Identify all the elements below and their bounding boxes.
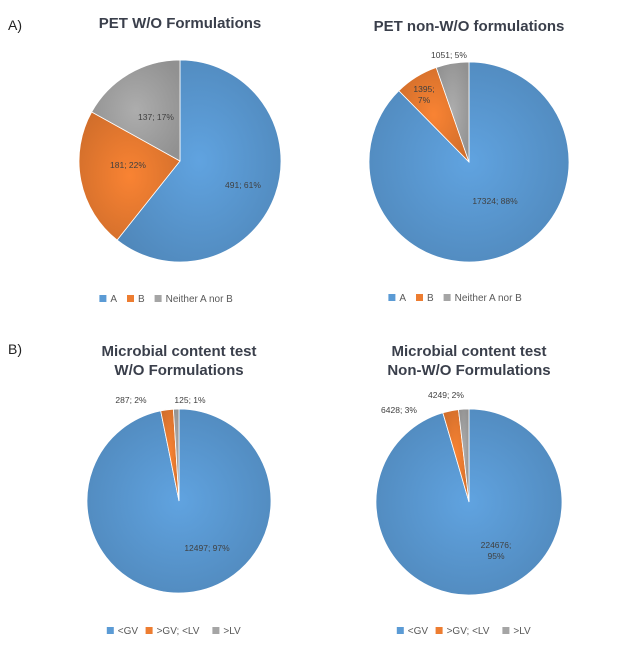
legend-label: <GV [118, 626, 139, 637]
pie-slice-a [116, 59, 282, 263]
legend-label: >LV [223, 626, 241, 637]
chart-title: Microbial content test [101, 343, 256, 360]
legend-swatch [212, 627, 220, 634]
data-label: 17324; 88% [472, 196, 518, 206]
legend-label: >LV [513, 626, 531, 637]
data-label: 491; 61% [225, 180, 261, 190]
data-label: 287; 2% [115, 395, 147, 405]
data-label: 125; 1% [174, 395, 206, 405]
pie-slice--lv [458, 408, 470, 503]
panel-label-a: A) [8, 17, 22, 33]
legend-label: A [110, 294, 117, 305]
data-label: 4249; 2% [428, 390, 464, 400]
pie-chart-1: PET W/O Formulations 491; 61% 181; 22% 137;… [78, 15, 282, 305]
legend-swatch [416, 294, 423, 301]
charts: PET W/O Formulations 491; 61% 181; 22% 137;… [78, 15, 570, 637]
legend-swatch [99, 295, 107, 302]
panel-label-b: B) [8, 341, 22, 357]
legend-label: Neither A nor B [166, 294, 234, 305]
legend-swatch [106, 627, 114, 634]
legend: A B Neither A nor B [99, 294, 233, 305]
data-label: 1051; 5% [431, 50, 467, 60]
legend-swatch [435, 627, 443, 634]
chart-title: Non-W/O Formulations [387, 362, 550, 379]
pie-chart-4: Microbial content test Non-W/O Formulatio… [375, 343, 563, 637]
data-label: 224676; [481, 540, 512, 550]
pie-slice-neither-a-nor-b [91, 59, 181, 162]
legend-swatch [154, 295, 162, 302]
legend-swatch [396, 627, 404, 634]
data-label: 12497; 97% [184, 543, 230, 553]
data-label: 6428; 3% [381, 405, 417, 415]
legend-swatch [145, 627, 153, 634]
pie-slice-b [78, 111, 181, 241]
chart-title: PET W/O Formulations [99, 15, 262, 32]
legend-label: >GV; <LV [157, 626, 200, 637]
legend-swatch [443, 294, 451, 301]
data-label: 181; 22% [110, 160, 146, 170]
pie-chart-3: Microbial content test W/O Formulations 12… [86, 343, 272, 637]
legend: <GV >GV; <LV >LV [396, 626, 531, 637]
pie-chart-2: PET non-W/O formulations 17324; 88% 1395;7… [368, 18, 570, 304]
legend-swatch [388, 294, 396, 301]
legend-label: <GV [408, 626, 429, 637]
legend-label: A [399, 293, 406, 304]
legend-swatch [127, 295, 134, 302]
data-label: 7% [418, 95, 431, 105]
data-label: 137; 17% [138, 112, 174, 122]
legend-label: Neither A nor B [455, 293, 523, 304]
chart-title: Microbial content test [391, 343, 546, 360]
legend-label: B [427, 293, 434, 304]
legend-label: B [138, 294, 145, 305]
legend-swatch [502, 627, 510, 634]
pie-slice--lv [172, 408, 180, 502]
chart-title: W/O Formulations [114, 362, 243, 379]
chart-title: PET non-W/O formulations [374, 18, 565, 35]
legend: A B Neither A nor B [388, 293, 522, 304]
legend-label: >GV; <LV [447, 626, 490, 637]
legend: <GV >GV; <LV >LV [106, 626, 241, 637]
data-label: 95% [487, 551, 504, 561]
pie-slice-neither-a-nor-b [435, 61, 470, 163]
data-label: 1395; [413, 84, 434, 94]
